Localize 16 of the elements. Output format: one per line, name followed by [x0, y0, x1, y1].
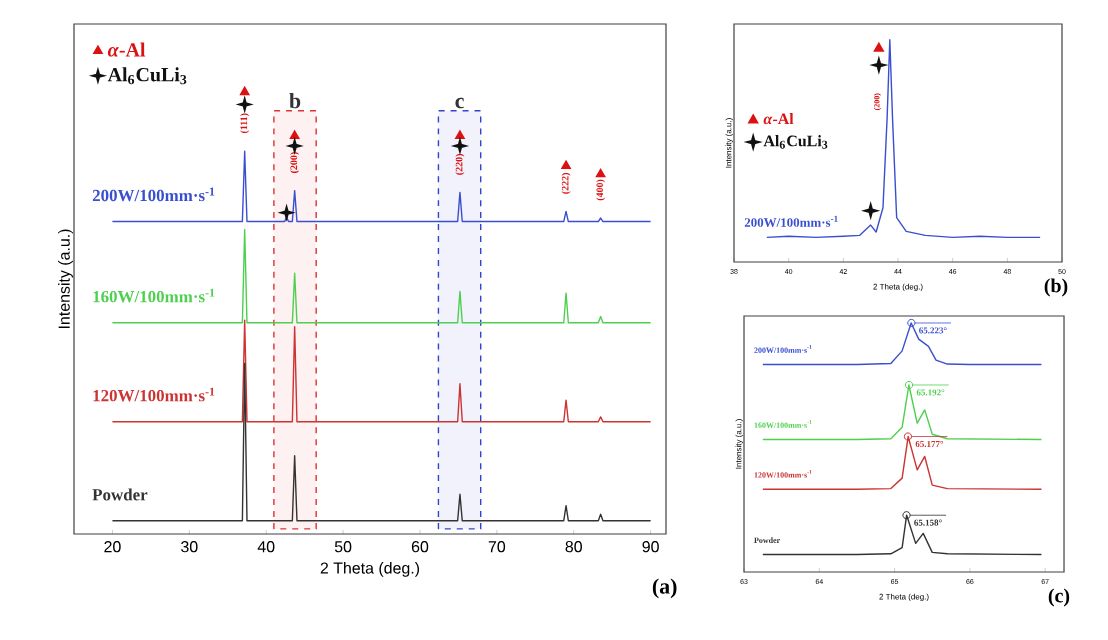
legend-label: Al$_{6}$CuLi$_{3}$ — [107, 67, 187, 85]
point — [239, 86, 250, 96]
legend-label: α-Al — [107, 42, 146, 57]
text: (b) — [1044, 278, 1068, 297]
point — [289, 130, 300, 139]
text: (c) — [1048, 588, 1070, 607]
text: (a) — [652, 578, 677, 599]
point — [455, 130, 465, 139]
band-label: b — [289, 92, 301, 109]
series-label: 120W/100mm·s$^{-1}$ — [93, 387, 215, 402]
series-label: 160W/100mm·s$^{-1}$ — [93, 288, 215, 303]
point — [561, 160, 571, 169]
series-label: Powder — [92, 488, 148, 501]
series-label: 200W/100mm·s$^{-1}$ — [92, 187, 215, 202]
point — [595, 168, 606, 178]
band-label: c — [455, 97, 464, 109]
